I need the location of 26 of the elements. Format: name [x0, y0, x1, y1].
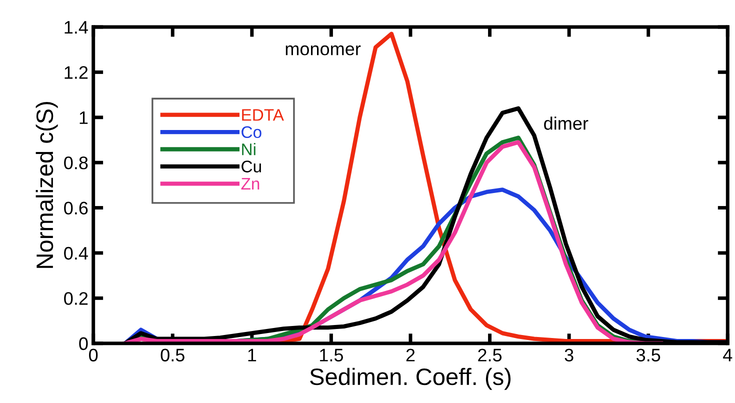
y-tick-label: 0.8 [64, 156, 88, 170]
y-tick-label: 1 [80, 112, 88, 124]
x-tick-label: 3 [564, 348, 574, 362]
x-tick-label: 1 [248, 348, 256, 362]
x-tick-label: 2 [406, 348, 415, 362]
y-tick-label: 0.4 [64, 246, 88, 260]
x-tick-label: 1.5 [320, 348, 344, 362]
x-tick-label: 0.5 [160, 348, 184, 362]
x-axis-title: Sedimen. Coeff. (s) [310, 368, 511, 390]
x-tick-label: 2.5 [478, 348, 502, 362]
annotation: monomer [286, 45, 361, 56]
legend-label: Cu [242, 160, 261, 172]
x-tick-label: 0 [89, 348, 98, 362]
x-tick-label: 3.5 [636, 348, 660, 362]
y-tick-label: 0.6 [64, 202, 88, 214]
y-tick-label: 0 [79, 337, 88, 350]
legend-label: EDTA [242, 109, 284, 121]
legend-label: Co [242, 126, 262, 138]
y-tick-label: 1.4 [64, 21, 88, 34]
x-tick-label: 4 [723, 348, 732, 362]
y-tick-label: 1.2 [64, 66, 88, 79]
legend-label: Zn [241, 178, 260, 190]
legend-label: Ni [242, 143, 256, 156]
annotation: dimer [544, 116, 588, 130]
y-tick-label: 0.2 [64, 292, 88, 305]
y-axis-title: Normalized c(S) [36, 102, 58, 268]
